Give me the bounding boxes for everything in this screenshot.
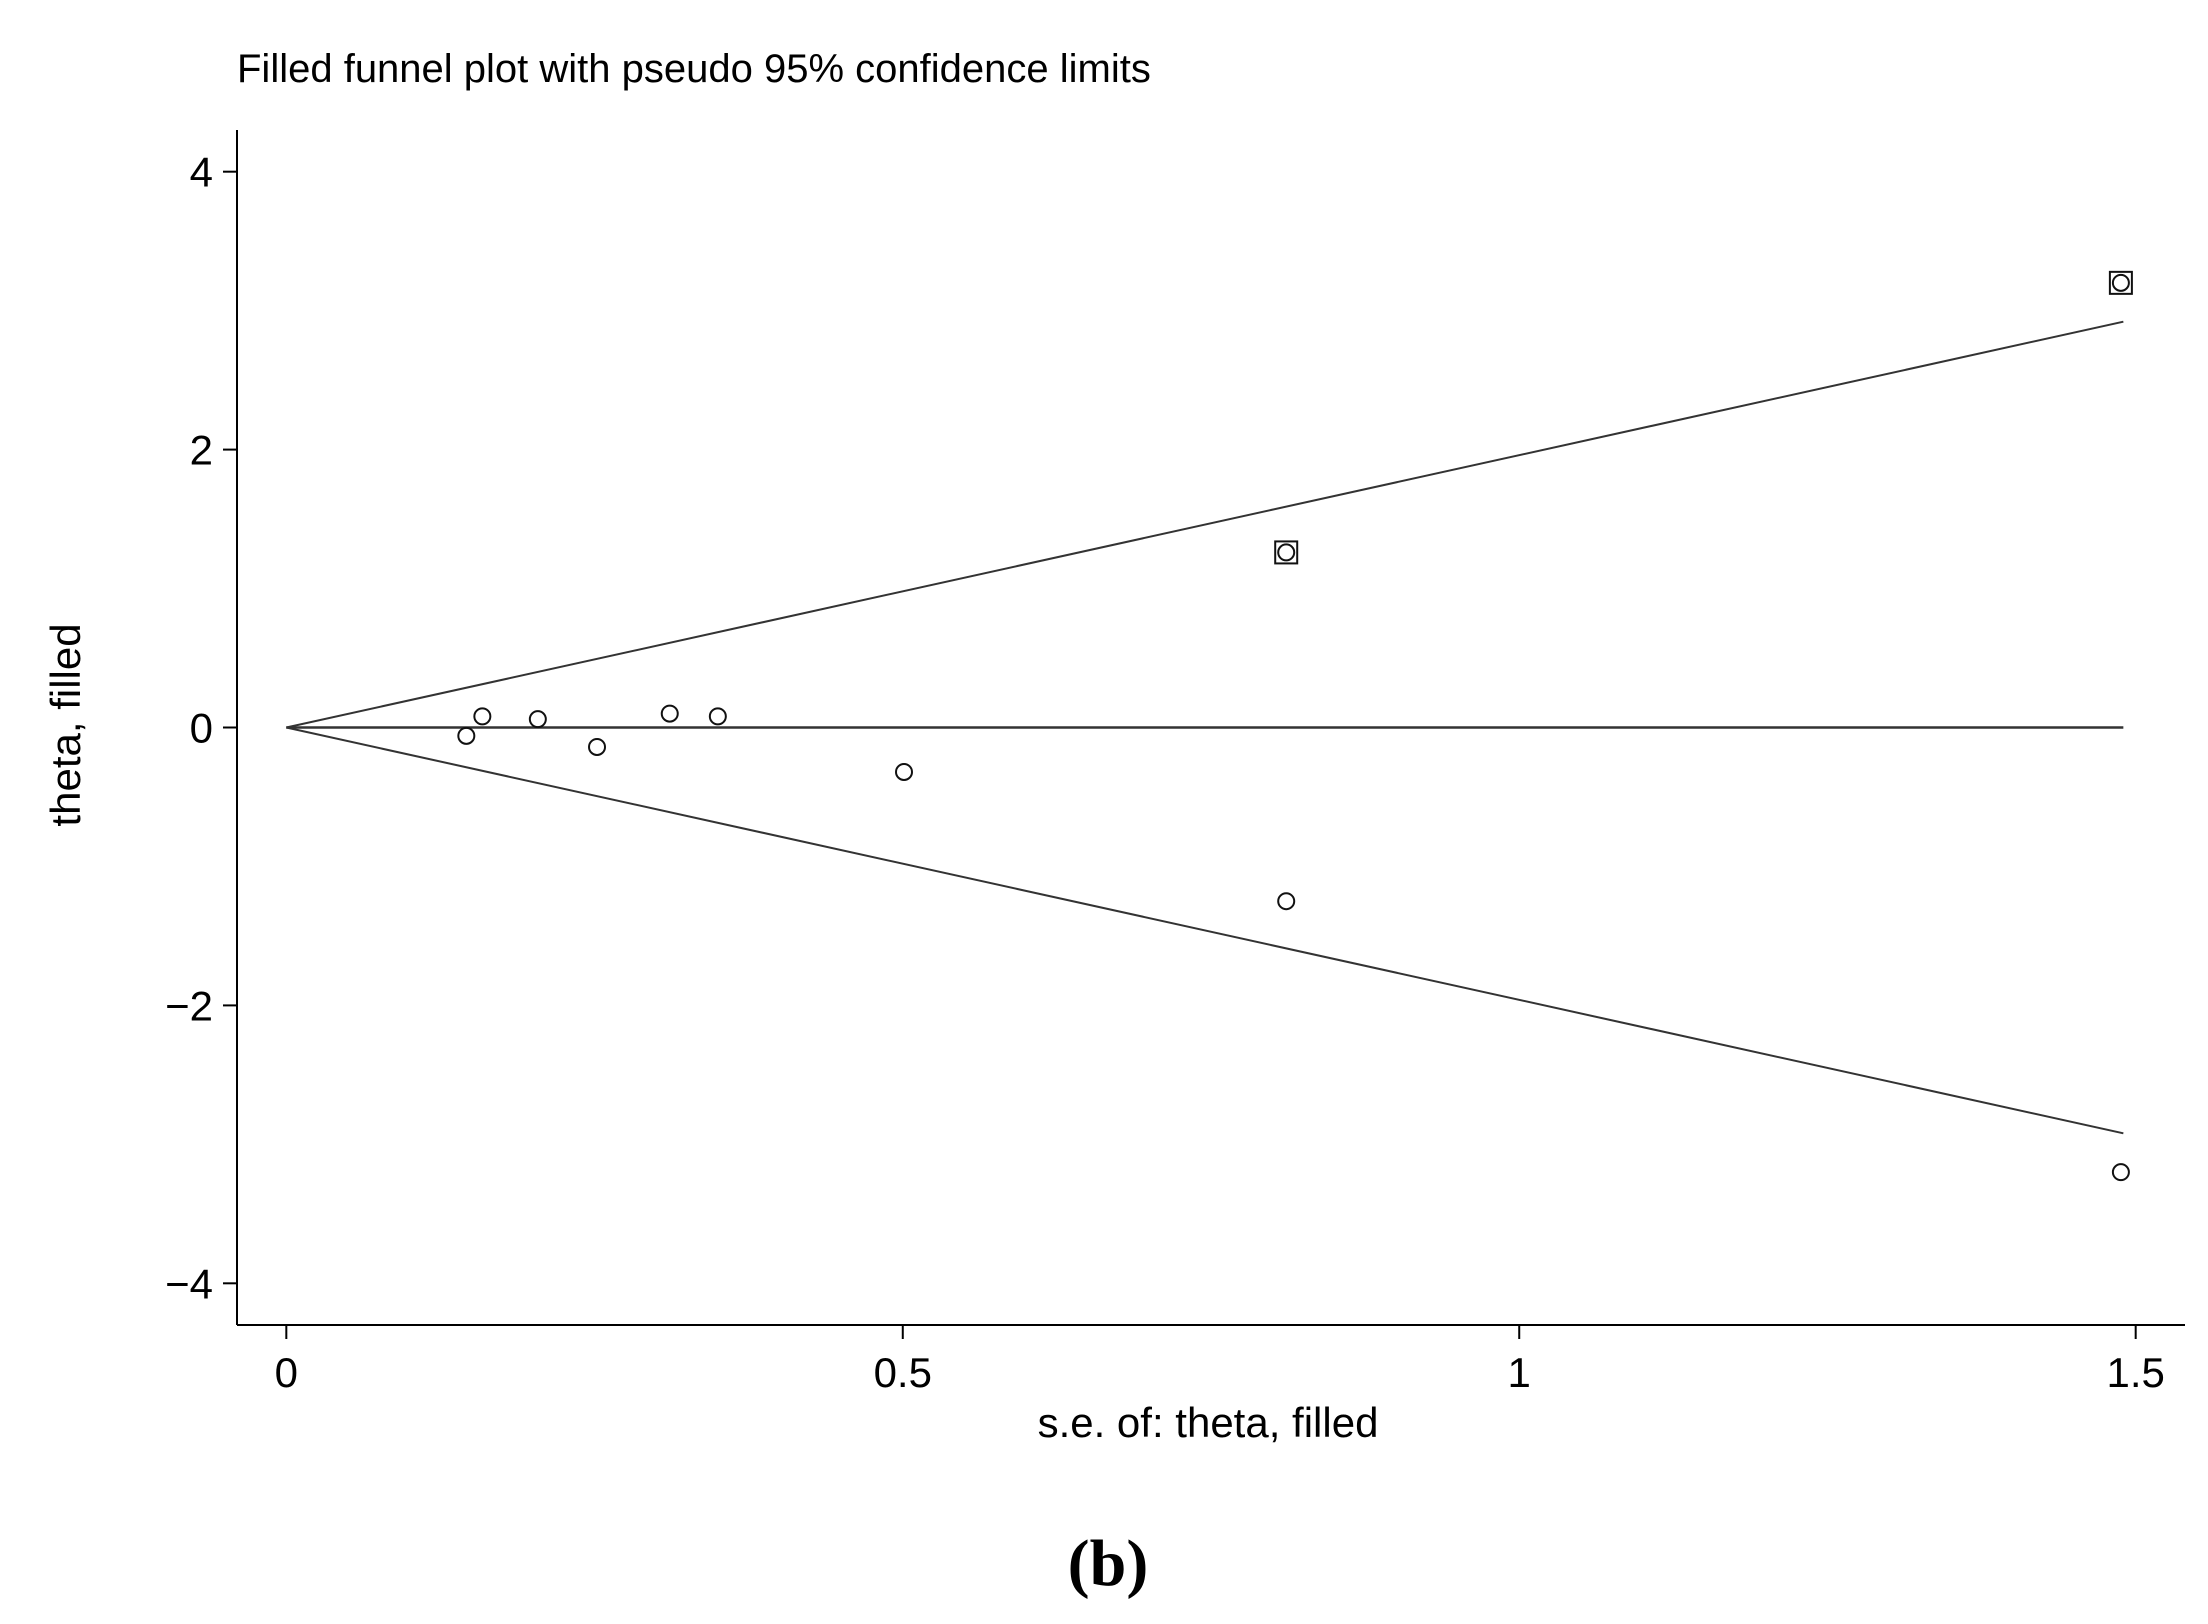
x-tick-label: 1.5 bbox=[2106, 1349, 2164, 1396]
y-tick-label: 2 bbox=[190, 427, 213, 474]
y-axis-label: theta, filled bbox=[42, 623, 89, 826]
study-point bbox=[457, 726, 476, 745]
study-point bbox=[2111, 273, 2130, 292]
study-point bbox=[1277, 892, 1296, 911]
x-tick-label: 1 bbox=[1508, 1349, 1531, 1396]
x-axis-label: s.e. of: theta, filled bbox=[1038, 1399, 1379, 1446]
study-point bbox=[895, 762, 914, 781]
plot-area bbox=[236, 130, 2185, 1326]
data-points bbox=[457, 270, 2133, 1182]
study-point bbox=[660, 704, 679, 723]
x-tick-label: 0.5 bbox=[874, 1349, 932, 1396]
upper-confidence-limit bbox=[286, 320, 2124, 729]
study-point bbox=[588, 737, 607, 756]
study-point bbox=[708, 707, 727, 726]
y-tick-label: −4 bbox=[165, 1260, 213, 1307]
chart-title: Filled funnel plot with pseudo 95% confi… bbox=[237, 47, 1151, 91]
filled-study-marker bbox=[2108, 270, 2133, 295]
y-tick-label: 4 bbox=[190, 149, 213, 196]
y-tick-label: 0 bbox=[190, 705, 213, 752]
panel-label: (b) bbox=[1068, 1527, 1149, 1600]
y-tick-label: −2 bbox=[165, 982, 213, 1029]
axis-ticks: 0 0.5 1 1.5 4 2 0 −2 −4 bbox=[165, 149, 2165, 1396]
filled-study-marker bbox=[1274, 540, 1299, 565]
study-point bbox=[528, 710, 547, 729]
lower-confidence-limit bbox=[286, 726, 2124, 1135]
x-tick-label: 0 bbox=[275, 1349, 298, 1396]
study-point bbox=[473, 707, 492, 726]
study-point bbox=[1277, 543, 1296, 562]
study-point bbox=[2111, 1163, 2130, 1182]
